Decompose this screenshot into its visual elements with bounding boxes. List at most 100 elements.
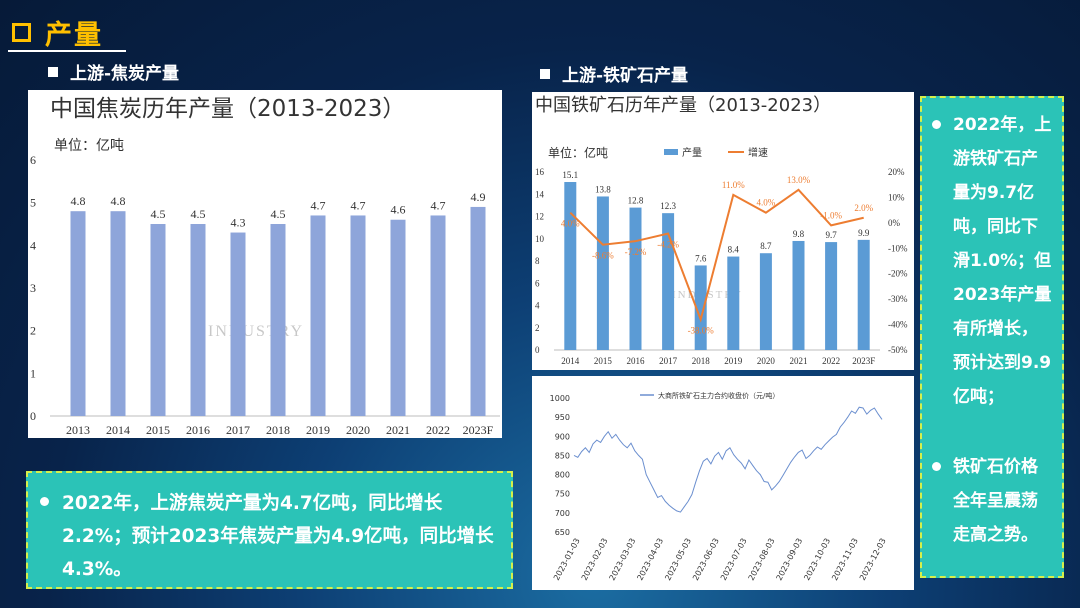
coke-x-tick: 2015	[146, 423, 170, 437]
coke-x-tick: 2017	[226, 423, 250, 437]
ore-y-tick-right: -30%	[888, 294, 908, 304]
ore-growth-label: 2.0%	[854, 203, 873, 213]
ore-data-label: 7.6	[695, 253, 707, 263]
ore-chart-title: 中国铁矿石历年产量（2013-2023）	[535, 95, 831, 116]
section-title: 产量	[12, 12, 103, 52]
price-y-tick: 850	[555, 451, 570, 460]
ore-y-tick-right: -10%	[888, 243, 908, 253]
ore-bar	[792, 240, 805, 350]
coke-bar	[230, 232, 246, 416]
coke-y-tick: 2	[30, 324, 36, 338]
bullet-dot-icon	[40, 497, 49, 506]
price-x-tick: 2023-12-03	[858, 537, 888, 582]
ore-note-bullet-2: 铁矿石价格全年呈震荡走高之势。	[932, 450, 1052, 552]
ore-x-tick: 2020	[757, 356, 776, 366]
coke-heading-text: 上游-焦炭产量	[70, 64, 180, 84]
price-y-tick: 650	[555, 528, 570, 537]
ore-bar	[564, 182, 577, 350]
coke-bar	[270, 224, 286, 416]
coke-data-label: 4.6	[391, 203, 406, 217]
title-underline	[8, 50, 126, 52]
ore-growth-label: -8.6%	[592, 251, 614, 261]
ore-growth-label: 4.0%	[561, 219, 580, 229]
ore-y-tick-left: 4	[535, 301, 540, 311]
price-y-tick: 750	[555, 490, 570, 499]
ore-data-label: 12.3	[660, 201, 676, 211]
ore-bar	[759, 253, 772, 350]
price-legend-label: 大商所铁矿石主力合约收盘价（元/吨）	[658, 391, 779, 400]
coke-data-label: 4.9	[471, 190, 486, 204]
coke-data-label: 4.5	[191, 207, 206, 221]
coke-x-tick: 2016	[186, 423, 210, 437]
page-title: 产量	[45, 19, 103, 51]
ore-y-tick-right: 0%	[888, 218, 901, 228]
ore-growth-label: -4.2%	[657, 240, 679, 250]
ore-y-tick-right: 10%	[888, 192, 905, 202]
ore-note-box: 2022年，上游铁矿石产量为9.7亿吨，同比下滑1.0%；但2023年产量有所增…	[920, 96, 1064, 578]
coke-bar	[390, 219, 406, 416]
price-y-tick: 700	[555, 509, 570, 518]
coke-x-tick: 2018	[266, 423, 290, 437]
ore-x-tick: 2022	[822, 356, 840, 366]
coke-data-label: 4.3	[231, 216, 246, 230]
price-y-tick: 900	[555, 432, 570, 441]
ore-note-text-1: 2022年，上游铁矿石产量为9.7亿吨，同比下滑1.0%；但2023年产量有所增…	[953, 115, 1052, 407]
price-line	[573, 406, 883, 513]
coke-x-tick: 2023F	[463, 423, 494, 437]
bullet-dot-icon	[932, 120, 941, 129]
coke-bar	[430, 215, 446, 416]
coke-data-label: 4.7	[431, 198, 446, 212]
ore-y-tick-left: 2	[535, 323, 540, 333]
price-x-tick: 2023-01-03	[552, 537, 582, 582]
ore-y-tick-left: 6	[535, 278, 540, 288]
coke-data-label: 4.7	[351, 198, 366, 212]
coke-x-tick: 2013	[66, 423, 90, 437]
coke-y-tick: 6	[30, 153, 36, 167]
bullet-square-icon	[48, 66, 58, 77]
price-x-tick: 2023-11-03	[830, 537, 860, 582]
coke-bar	[70, 211, 86, 416]
ore-y-tick-right: -20%	[888, 269, 908, 279]
coke-note-text: 2022年，上游焦炭产量为4.7亿吨，同比增长2.2%；预计2023年焦炭产量为…	[62, 493, 494, 580]
coke-y-tick: 1	[30, 366, 36, 380]
ore-data-label: 9.9	[858, 228, 870, 238]
ore-heading-text: 上游-铁矿石产量	[562, 66, 689, 86]
coke-bar	[350, 215, 366, 416]
coke-x-tick: 2019	[306, 423, 330, 437]
ore-y-tick-right: -40%	[888, 320, 908, 330]
price-x-tick: 2023-06-03	[691, 537, 721, 582]
ore-data-label: 12.8	[628, 196, 644, 206]
ore-y-tick-left: 14	[535, 189, 545, 199]
ore-bar	[629, 207, 642, 350]
coke-x-tick: 2022	[426, 423, 450, 437]
ore-x-tick: 2017	[659, 356, 678, 366]
ore-legend-bar-swatch	[664, 149, 678, 155]
price-y-tick: 800	[555, 471, 570, 480]
ore-bar	[825, 242, 838, 350]
ore-growth-label: 11.0%	[722, 180, 745, 190]
price-y-tick: 950	[555, 413, 570, 422]
coke-x-tick: 2020	[346, 423, 370, 437]
bullet-square-icon	[540, 68, 550, 79]
ore-bar	[694, 265, 707, 350]
price-x-tick: 2023-05-03	[663, 537, 693, 582]
coke-y-tick: 4	[30, 238, 36, 252]
coke-chart: 中国焦炭历年产量（2013-2023） 单位：亿吨 INDUSTRY 0 1 2 3 4…	[30, 96, 500, 437]
ore-y-tick-left: 8	[535, 256, 540, 266]
ore-x-tick: 2014	[561, 356, 580, 366]
ore-data-label: 8.4	[728, 245, 740, 255]
ore-x-tick: 2018	[692, 356, 711, 366]
ore-growth-label: -7.2%	[625, 247, 647, 257]
title-square-icon	[12, 22, 31, 42]
ore-x-tick: 2023F	[852, 356, 875, 366]
coke-note-box: 2022年，上游焦炭产量为4.7亿吨，同比增长2.2%；预计2023年焦炭产量为…	[26, 471, 513, 589]
ore-x-tick: 2019	[724, 356, 743, 366]
ore-y-tick-right: -50%	[888, 345, 908, 355]
ore-data-label: 8.7	[760, 241, 772, 251]
ore-chart-panel: 中国铁矿石历年产量（2013-2023） 单位：亿吨 产量 增速 INDUSTR…	[532, 92, 914, 370]
ore-growth-label: 4.0%	[757, 198, 776, 208]
coke-heading: 上游-焦炭产量	[48, 59, 179, 84]
ore-x-tick: 2016	[627, 356, 646, 366]
price-x-tick: 2023-10-03	[802, 537, 832, 582]
price-x-tick: 2023-02-03	[580, 537, 610, 582]
